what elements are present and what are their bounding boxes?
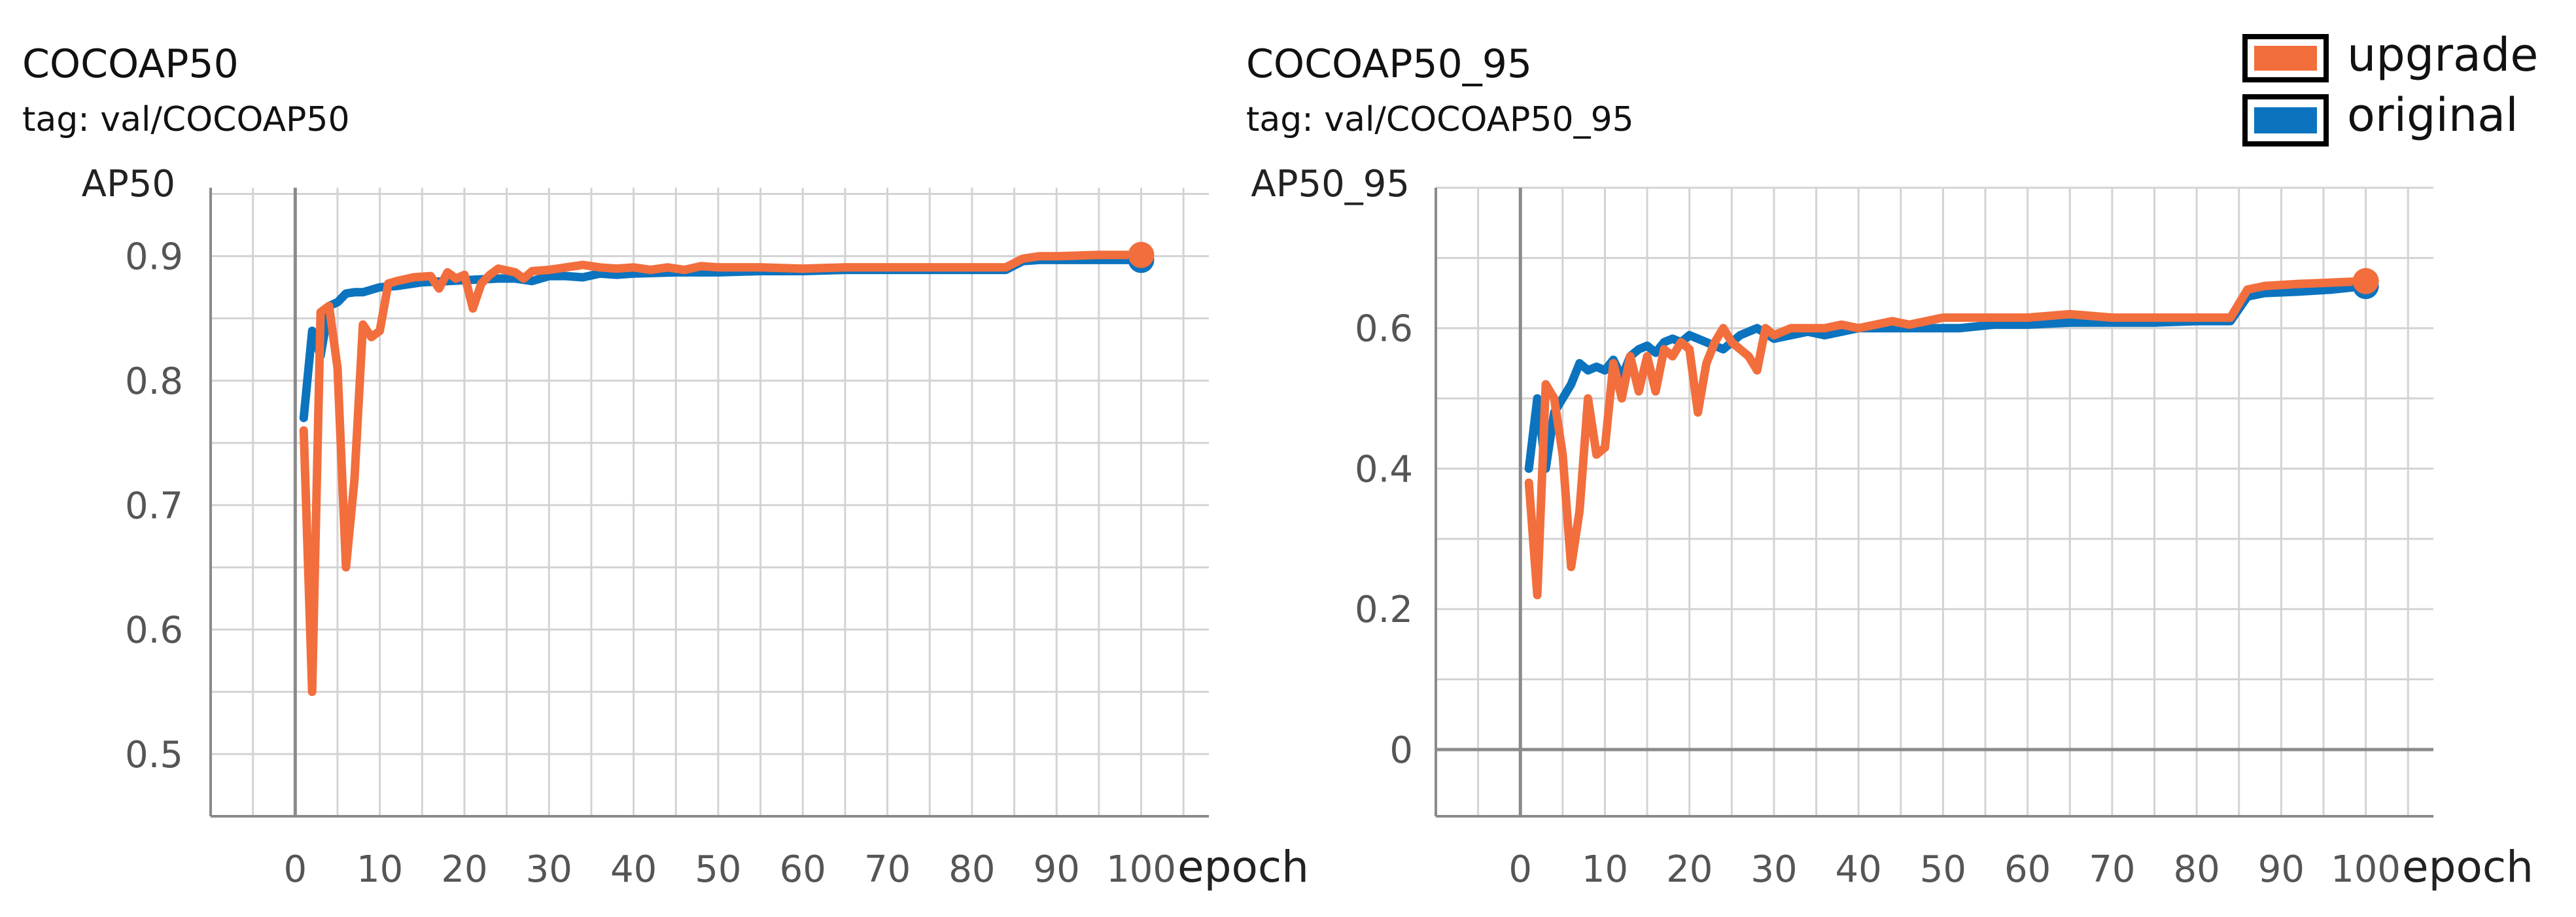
x-tick-label: 90: [1034, 848, 1080, 891]
x-tick-label: 50: [1920, 848, 1966, 891]
chart-title: COCOAP50_95: [1246, 41, 1532, 87]
x-tick-label: 90: [2258, 848, 2305, 891]
y-tick-label: 0.5: [125, 734, 183, 776]
x-tick-label: 30: [526, 848, 572, 891]
legend-swatch-original: [2254, 107, 2317, 133]
legend-label-original: original: [2347, 88, 2518, 142]
x-axis-label: epoch: [2402, 842, 2533, 892]
y-axis-label: AP50_95: [1251, 163, 1410, 205]
chart-cocoap50: COCOAP50 tag: val/COCOAP50 AP50 epoch 0.…: [22, 41, 1309, 892]
plot-area-ap50-95: 0 0.2 0.4 0.6 0 10 20 30 40 50 60 70 80 90 100: [1355, 186, 2433, 891]
series-endpoint-upgrade: [1128, 241, 1155, 268]
chart-cocoap50-95: COCOAP50_95 tag: val/COCOAP50_95 AP50_95…: [1246, 41, 2533, 892]
y-tick-label: 0.6: [125, 610, 183, 652]
series-line-upgrade: [1524, 277, 2371, 600]
x-tick-label: 10: [1582, 848, 1628, 891]
x-tick-label: 20: [1666, 848, 1713, 891]
legend-swatch-upgrade: [2254, 46, 2317, 71]
y-tick-label: 0.4: [1355, 448, 1413, 491]
series-endpoint-upgrade: [2352, 268, 2379, 294]
x-tick-label: 40: [610, 848, 657, 891]
series-line-original: [299, 255, 1145, 423]
x-axis-label: epoch: [1177, 842, 1309, 892]
x-tick-label: 10: [357, 848, 403, 891]
legend: upgrade original: [2242, 28, 2538, 147]
x-tick-label: 100: [2331, 848, 2401, 891]
y-tick-label: 0: [1389, 729, 1413, 772]
legend-entry-original: original: [2242, 88, 2518, 147]
y-tick-label: 0.2: [1355, 589, 1413, 631]
y-tick-label: 0.8: [125, 360, 183, 403]
x-tick-label: 30: [1750, 848, 1797, 891]
x-tick-label: 70: [2089, 848, 2135, 891]
x-tick-label: 60: [780, 848, 826, 891]
chart-subtitle: tag: val/COCOAP50_95: [1246, 100, 1634, 139]
x-tick-label: 80: [949, 848, 995, 891]
x-tick-label: 80: [2174, 848, 2220, 891]
chart-subtitle: tag: val/COCOAP50: [22, 100, 350, 139]
y-tick-label: 0.6: [1355, 308, 1413, 351]
y-tick-label: 0.9: [125, 236, 183, 279]
series-line-upgrade: [299, 251, 1145, 697]
x-tick-label: 100: [1106, 848, 1176, 891]
chart-title: COCOAP50: [22, 41, 239, 87]
x-tick-label: 60: [2004, 848, 2051, 891]
legend-entry-upgrade: upgrade: [2242, 28, 2538, 82]
legend-label-upgrade: upgrade: [2347, 28, 2538, 82]
y-tick-label: 0.7: [125, 485, 183, 527]
plot-area-ap50: 0.5 0.6 0.7 0.8 0.9 0 10 20 30 40 50 60 70 80 90 100: [125, 188, 1209, 891]
y-axis-label: AP50: [82, 163, 175, 205]
x-tick-label: 0: [1508, 848, 1532, 891]
x-tick-label: 70: [864, 848, 911, 891]
series-line-original: [1524, 281, 2371, 473]
x-tick-label: 20: [441, 848, 487, 891]
x-tick-label: 0: [284, 848, 307, 891]
x-tick-label: 50: [695, 848, 741, 891]
x-tick-label: 40: [1836, 848, 1882, 891]
